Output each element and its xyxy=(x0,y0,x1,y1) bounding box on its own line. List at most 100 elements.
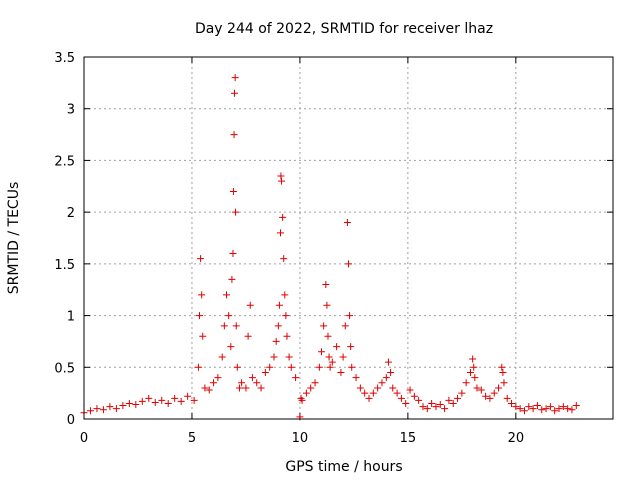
y-tick-label: 3 xyxy=(67,103,75,118)
y-tick-label: 2 xyxy=(67,206,75,221)
data-point xyxy=(428,399,436,407)
data-point xyxy=(361,389,369,397)
data-point xyxy=(311,379,319,387)
data-point xyxy=(86,407,94,415)
data-point xyxy=(345,260,352,268)
data-point xyxy=(529,405,537,413)
data-point xyxy=(347,343,355,351)
data-point xyxy=(516,405,524,413)
data-point xyxy=(470,363,478,371)
data-point xyxy=(387,368,395,376)
data-point xyxy=(356,384,364,392)
data-point xyxy=(246,301,254,309)
data-point xyxy=(324,332,332,340)
data-point xyxy=(402,399,410,407)
data-point xyxy=(190,396,198,404)
gridlines xyxy=(84,57,613,419)
data-point xyxy=(196,312,204,320)
data-point xyxy=(231,74,239,82)
data-point xyxy=(145,394,153,402)
chart-title: Day 244 of 2022, SRMTID for receiver lha… xyxy=(195,21,493,37)
data-point xyxy=(323,301,331,309)
x-tick-label: 10 xyxy=(292,431,309,446)
data-point xyxy=(229,250,237,258)
data-point xyxy=(283,332,291,340)
data-point xyxy=(184,392,192,400)
data-point xyxy=(471,374,479,382)
data-point xyxy=(287,363,295,371)
data-point xyxy=(432,403,440,411)
data-point xyxy=(281,291,289,299)
data-point xyxy=(462,379,470,387)
data-point xyxy=(555,405,563,413)
y-axis-label: SRMTID / TECUs xyxy=(6,182,22,295)
plot-frame xyxy=(83,56,614,420)
data-point xyxy=(151,398,159,406)
data-point xyxy=(197,255,205,263)
data-point xyxy=(307,384,315,392)
y-tick-label: 0 xyxy=(67,413,75,428)
x-tick-label: 15 xyxy=(400,431,417,446)
data-point xyxy=(225,312,233,320)
data-point xyxy=(257,384,265,392)
data-point xyxy=(477,386,485,394)
data-point xyxy=(112,405,120,413)
data-point xyxy=(326,363,334,371)
data-point xyxy=(498,363,506,371)
data-point xyxy=(339,353,347,361)
x-tick-label: 20 xyxy=(508,431,525,446)
data-point xyxy=(473,384,481,392)
data-point xyxy=(282,312,290,320)
data-point xyxy=(318,348,326,356)
data-point xyxy=(298,396,306,404)
data-point xyxy=(410,392,418,400)
data-point xyxy=(302,389,310,397)
data-point xyxy=(374,384,382,392)
data-point xyxy=(278,177,286,185)
data-point xyxy=(242,384,250,392)
data-point xyxy=(500,379,508,387)
data-point xyxy=(508,399,516,407)
data-point xyxy=(227,343,235,351)
data-point xyxy=(230,131,238,139)
data-point xyxy=(348,363,356,371)
data-point xyxy=(229,187,237,195)
data-point xyxy=(382,374,390,382)
data-point xyxy=(93,405,101,413)
data-point xyxy=(436,401,444,409)
data-point xyxy=(551,407,559,415)
data-point xyxy=(423,405,431,413)
data-point xyxy=(232,208,240,216)
data-point xyxy=(276,229,284,237)
data-point xyxy=(495,384,503,392)
data-point xyxy=(194,363,202,371)
data-point xyxy=(328,358,336,366)
data-point xyxy=(119,402,127,410)
data-point xyxy=(499,368,507,376)
data-point xyxy=(520,407,528,415)
data-point xyxy=(99,406,107,414)
data-point xyxy=(389,384,397,392)
data-point xyxy=(125,399,133,407)
data-point xyxy=(292,374,300,382)
data-points xyxy=(80,74,580,421)
x-tick-label: 0 xyxy=(80,431,88,446)
data-point xyxy=(482,392,490,400)
axis-ticks: 0 0.5 1 1.5 2 2.5 3 3.5 0 5 10 15 20 xyxy=(54,51,613,446)
data-point xyxy=(232,322,240,330)
data-point xyxy=(445,396,453,404)
data-point xyxy=(384,358,392,366)
data-point xyxy=(542,405,550,413)
data-point xyxy=(244,332,252,340)
data-point xyxy=(164,399,172,407)
data-point xyxy=(199,332,207,340)
data-point xyxy=(341,322,349,330)
data-point xyxy=(441,405,449,413)
data-point xyxy=(218,353,226,361)
data-point xyxy=(230,89,238,97)
data-point xyxy=(365,394,373,402)
data-point xyxy=(454,394,462,402)
data-point xyxy=(280,255,288,263)
data-point xyxy=(220,322,228,330)
